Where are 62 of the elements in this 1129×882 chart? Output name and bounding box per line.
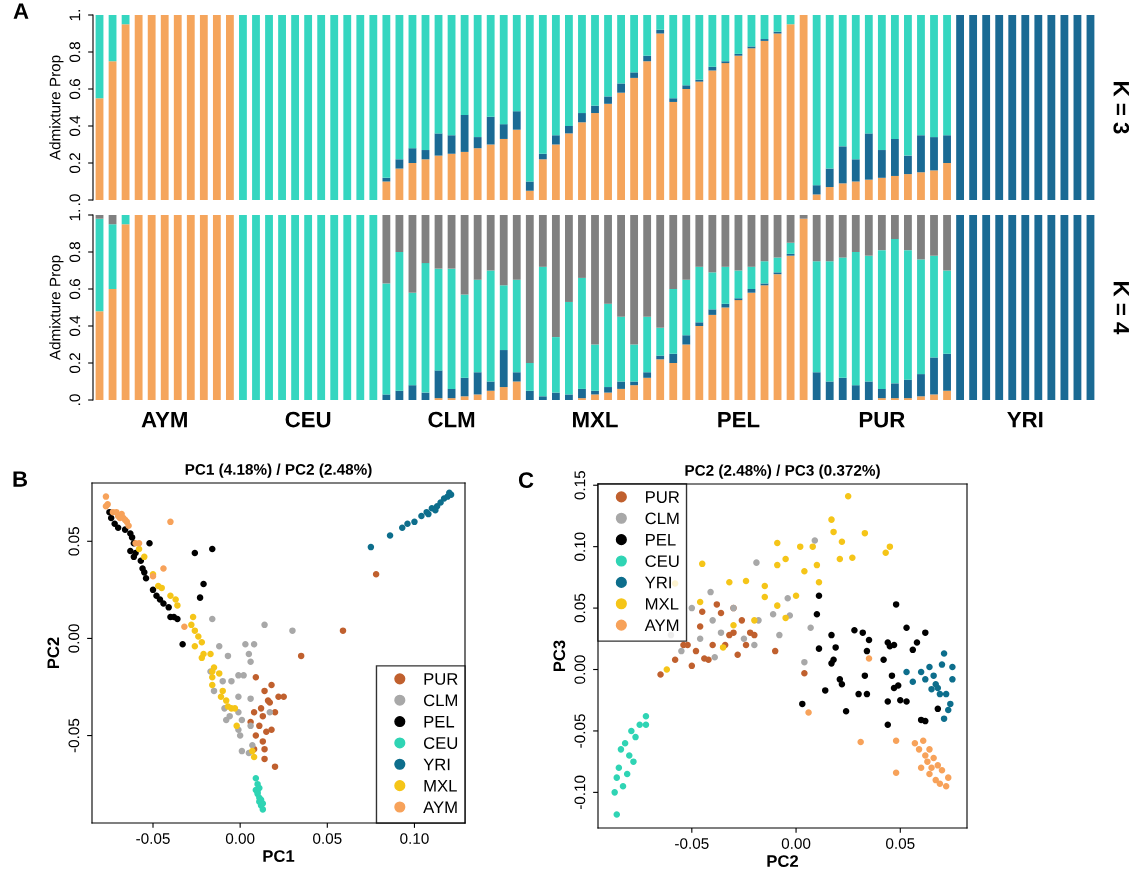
x-tick-label: AYM (141, 411, 187, 428)
legend-label: CEU (423, 737, 458, 749)
y-tick-label: .0 (69, 194, 81, 205)
y-tick-label: 0.8 (69, 242, 81, 263)
x-tick-label: 0.05 (313, 833, 342, 844)
y-axis-title: Admixture Prop (49, 255, 64, 361)
text: A (13, 3, 29, 19)
y-tick-label: 0.2 (69, 153, 81, 174)
text: C (518, 472, 534, 488)
y-tick-label: -0.10 (574, 775, 586, 810)
y-axis-title: PC2 (47, 637, 60, 669)
x-axis-title: PC1 (263, 850, 295, 862)
y-tick-label: 0.05 (574, 593, 586, 623)
legend-label: CLM (423, 694, 457, 707)
y-tick-label: 0.15 (574, 471, 586, 500)
x-tick-label: -0.05 (136, 833, 170, 844)
y-tick-label: 0.4 (69, 115, 81, 137)
legend-label: MXL (646, 598, 679, 610)
legend-label: MXL (424, 780, 457, 792)
text: B (13, 471, 28, 487)
x-axis-title: PC2 (767, 855, 799, 867)
y-tick-label: 0.4 (69, 315, 81, 337)
x-tick-label: MXL (573, 411, 618, 428)
y-tick-label: -0.05 (68, 718, 80, 753)
legend-label: YRI (645, 576, 671, 589)
y-tick-label: 0.10 (574, 532, 586, 561)
x-tick-label: 0.05 (886, 838, 915, 849)
y-tick-label: .0 (69, 394, 81, 405)
legend-label: PUR (646, 491, 680, 503)
legend-label: AYM (644, 619, 679, 631)
text: K = 3 (1113, 82, 1129, 134)
chart-title: PC2 (2.48%) / PC3 (0.372%) (685, 464, 880, 479)
y-tick-label: 0.6 (69, 79, 81, 100)
chart-title: PC1 (4.18%) / PC2 (2.48%) (185, 463, 372, 478)
y-tick-label: 0.2 (69, 353, 81, 374)
x-tick-label: CEU (285, 411, 331, 428)
text: K = 4 (1113, 282, 1129, 335)
x-tick-label: PEL (718, 411, 760, 428)
x-tick-label: YRI (1007, 411, 1043, 428)
y-axis-title: Admixture Prop (49, 55, 64, 161)
x-tick-label: 0.10 (400, 833, 429, 844)
y-tick-label: 1. (69, 10, 81, 21)
x-tick-label: 0.00 (781, 838, 811, 849)
legend-label: PEL (646, 534, 676, 546)
y-tick-label: 0.8 (69, 42, 81, 63)
x-tick-label: -0.05 (675, 838, 709, 849)
legend-label: AYM (423, 801, 457, 813)
y-tick-label: -0.05 (574, 714, 586, 748)
y-tick-label: 0.6 (69, 279, 81, 300)
y-tick-label: 1. (69, 210, 81, 221)
y-tick-label: 0.05 (68, 527, 80, 556)
legend-label: YRI (423, 758, 450, 771)
x-tick-label: 0.00 (225, 833, 255, 844)
y-tick-label: 0.00 (574, 655, 586, 684)
legend-label: CLM (645, 512, 679, 525)
y-tick-label: 0.00 (68, 624, 80, 653)
legend-label: CEU (645, 555, 679, 568)
y-axis-title: PC3 (553, 640, 566, 672)
legend-label: PEL (424, 715, 455, 728)
x-tick-label: PUR (859, 411, 905, 428)
x-tick-label: CLM (428, 411, 475, 428)
legend-label: PUR (424, 673, 458, 685)
